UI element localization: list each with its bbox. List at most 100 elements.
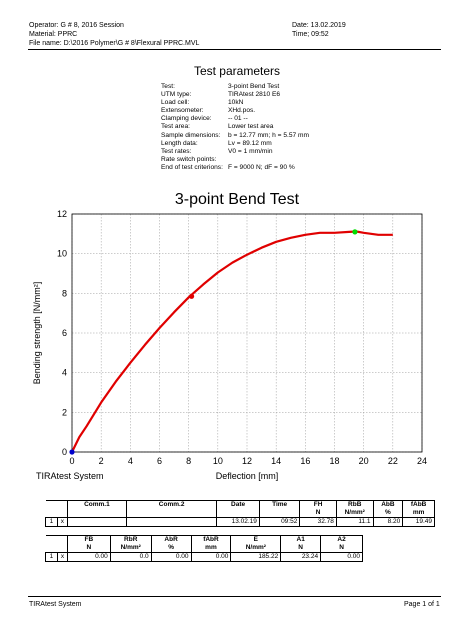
footer-divider: [28, 596, 441, 597]
parameter-key: Test:: [161, 83, 175, 90]
x-tick-label: 14: [271, 456, 281, 466]
chart-grid: [71, 213, 423, 453]
test-parameters-list: Test: 3-point Bend Test UTM type: TIRAtest …: [161, 83, 309, 172]
x-tick-label: 24: [417, 456, 427, 466]
date-text: Date: 13.02.2019: [292, 22, 346, 29]
parameter-value: b = 12.77 mm; h = 5.57 mm: [228, 131, 309, 139]
test-parameter-row: Test rates: V0 = 1 mm/min: [161, 148, 309, 156]
table-header-row: FB RbR AbR fAbR E A1 A2: [45, 535, 363, 544]
x-tick-label: 20: [359, 456, 369, 466]
col-unit: N: [280, 544, 322, 553]
col-unit: N: [320, 544, 363, 553]
col-unit: N/mm²: [109, 544, 152, 553]
col-unit: N: [299, 509, 337, 518]
col-unit: mm: [402, 509, 435, 518]
col-unit: [125, 509, 218, 518]
cell-comm1: [66, 517, 128, 527]
cell-fabr: 0.00: [190, 552, 232, 562]
parameter-value: TIRAtest 2810 E6: [228, 91, 281, 99]
cell-fabb: 19.49: [402, 517, 435, 527]
parameter-key: Length data:: [161, 139, 198, 147]
x-tick-label: 18: [329, 456, 339, 466]
results-table-1: Comm.1 Comm.2 Date Time FH RbB AbB fAbB …: [45, 500, 435, 527]
row-mark: x: [56, 517, 68, 527]
test-parameter-row: Sample dimensions: b = 12.77 mm; h = 5.57…: [161, 132, 309, 140]
test-parameter-row: Test area: Lower test area: [161, 123, 309, 131]
row-mark: x: [56, 552, 68, 562]
col-header: E: [230, 535, 282, 544]
col-header: AbB: [372, 500, 404, 509]
chart-title: 3-point Bend Test: [174, 191, 300, 208]
col-header: FH: [299, 500, 337, 509]
cell-a1: 23.24: [280, 552, 322, 562]
y-tick-label: 2: [62, 407, 67, 417]
parameter-key: UTM type:: [161, 91, 192, 99]
parameter-value: Lower test area: [228, 123, 274, 131]
cell-abr: 0.00: [150, 552, 192, 562]
row-index: 1: [45, 552, 58, 562]
y-axis-label: Bending strength [N/mm²]: [32, 282, 42, 385]
y-tick-label: 12: [57, 209, 67, 219]
parameter-value: V0 = 1 mm/min: [228, 147, 273, 155]
parameter-value: XHd.pos.: [228, 107, 256, 115]
table-unit-row: N N/mm² % mm N/mm² N N: [45, 544, 363, 553]
col-header: FB: [66, 535, 111, 544]
parameter-key: Clamping device:: [161, 115, 212, 123]
max-point-marker: [352, 229, 358, 235]
cell-comm2: [125, 517, 218, 527]
col-unit: %: [372, 509, 404, 518]
x-tick-label: 22: [388, 456, 398, 466]
test-parameter-row: Clamping device: -- 01 --: [161, 115, 309, 123]
col-header: RbR: [109, 535, 152, 544]
col-header: Date: [216, 500, 260, 509]
x-tick-label: 16: [300, 456, 310, 466]
row-index: 1: [45, 517, 58, 527]
col-header: AbR: [150, 535, 192, 544]
mid-point-marker: [188, 293, 195, 299]
parameter-value: 10kN: [228, 99, 244, 107]
time-text: Time; 09:52: [292, 31, 329, 38]
operator-text: Operator: G # 8, 2016 Session: [29, 22, 124, 29]
test-parameter-row: Load cell: 10kN: [161, 99, 309, 107]
plot-frame: [71, 213, 423, 453]
report-header-right: Date: 13.02.2019 Time; 09:52: [292, 21, 346, 39]
y-tick-label: 0: [62, 447, 67, 457]
parameter-key: Sample dimensions:: [161, 131, 221, 139]
file-name-text: File name: D:\2016 Polymer\G # 8\Flexura…: [29, 40, 200, 47]
col-unit: N/mm²: [230, 544, 282, 553]
cell-abb: 8.20: [372, 517, 404, 527]
x-tick-label: 6: [157, 456, 162, 466]
table-row: 1 x 0.00 0.0 0.00 0.00 185.22 23.24 0.00: [45, 552, 363, 562]
system-label: TIRAtest System: [36, 471, 104, 481]
x-axis-label: Deflection [mm]: [216, 471, 279, 481]
col-header: fAbR: [190, 535, 232, 544]
col-header: Comm.1: [66, 500, 128, 509]
test-parameter-row: Rate switch points:: [161, 156, 309, 164]
parameter-key: Test rates:: [161, 147, 192, 155]
report-header-left: Operator: G # 8, 2016 Session Material: …: [29, 21, 199, 48]
col-header: A2: [320, 535, 363, 544]
test-parameter-row: Extensometer: XHd.pos.: [161, 107, 309, 115]
test-parameter-row: Test: 3-point Bend Test: [161, 83, 309, 91]
x-tick-label: 2: [99, 456, 104, 466]
cell-fh: 32.78: [299, 517, 337, 527]
y-tick-label: 4: [62, 368, 67, 378]
footer-page-number: Page 1 of 1: [404, 601, 440, 608]
parameter-value: 3-point Bend Test: [228, 83, 280, 90]
x-tick-label: 8: [186, 456, 191, 466]
parameter-value: F = 9000 N; dF = 90 %: [228, 163, 295, 171]
col-unit: N/mm²: [335, 509, 374, 518]
parameter-value: Lv = 89.12 mm: [228, 139, 272, 147]
col-header: fAbB: [402, 500, 435, 509]
cell-rbb: 11.1: [335, 517, 374, 527]
col-header: Time: [258, 500, 301, 509]
cell-time: 09:52: [258, 517, 301, 527]
cell-fb: 0.00: [66, 552, 111, 562]
start-point-marker: [69, 449, 75, 455]
test-parameter-row: End of test criterions: F = 9000 N; dF = …: [161, 164, 309, 172]
col-unit: N: [66, 544, 111, 553]
col-header: RbB: [335, 500, 374, 509]
parameter-key: End of test criterions:: [161, 163, 223, 171]
